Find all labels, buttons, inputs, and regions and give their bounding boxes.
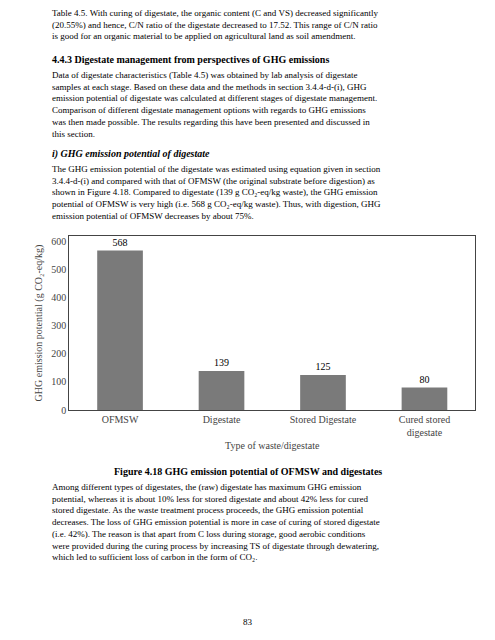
svg-text:4.4.3 Digestate management fro: 4.4.3 Digestate management from perspect…: [52, 54, 329, 65]
svg-text:Data of digestate characterist: Data of digestate characteristics (Table…: [52, 70, 377, 139]
svg-text:125: 125: [315, 361, 330, 372]
svg-text:Table 4.5. With curing of dige: Table 4.5. With curing of digestate, the…: [52, 8, 378, 41]
svg-text:139: 139: [214, 357, 229, 368]
svg-text:Among different types of diges: Among different types of digestates, the…: [52, 482, 380, 562]
svg-text:300: 300: [51, 320, 66, 331]
svg-text:200: 200: [51, 348, 66, 359]
svg-text:500: 500: [51, 264, 66, 275]
svg-text:80: 80: [419, 374, 429, 385]
svg-text:Figure 4.18 GHG emission poten: Figure 4.18 GHG emission potential of OF…: [114, 466, 382, 477]
svg-text:400: 400: [51, 292, 66, 303]
svg-text:568: 568: [113, 237, 128, 248]
svg-text:Digestate: Digestate: [203, 414, 241, 425]
svg-text:OFMSW: OFMSW: [102, 414, 139, 425]
svg-text:i) GHG emission potential of d: i) GHG emission potential of digestate: [52, 148, 210, 160]
svg-text:100: 100: [51, 376, 66, 387]
svg-text:Type of waste/digestate: Type of waste/digestate: [225, 440, 320, 451]
svg-text:83: 83: [243, 617, 253, 627]
svg-text:600: 600: [51, 236, 66, 247]
svg-text:Stored Digestate: Stored Digestate: [290, 414, 357, 425]
svg-text:The GHG emission potential of: The GHG emission potential of the digest…: [52, 164, 381, 221]
svg-text:0: 0: [61, 405, 66, 416]
svg-text:GHG emission potential (g CO₂-: GHG emission potential (g CO₂-eq/kg): [33, 245, 45, 402]
svg-text:Cured storeddigestate: Cured storeddigestate: [399, 414, 450, 438]
